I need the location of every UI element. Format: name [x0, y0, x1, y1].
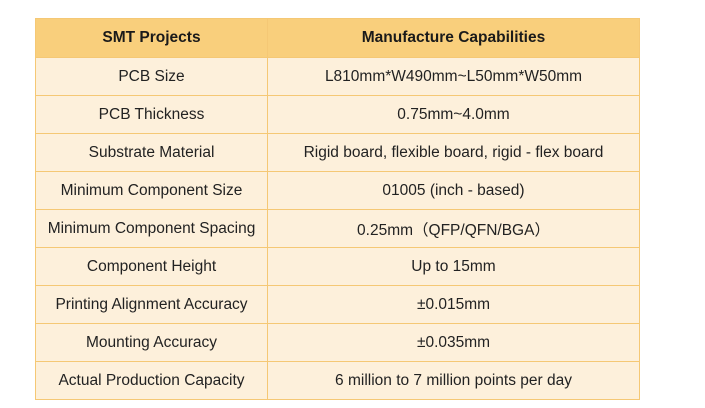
- row-label: PCB Size: [35, 57, 268, 96]
- header-smt-projects: SMT Projects: [35, 18, 268, 58]
- table-row: Printing Alignment Accuracy ±0.015mm: [35, 285, 640, 324]
- table-row: Actual Production Capacity 6 million to …: [35, 361, 640, 400]
- row-label: Printing Alignment Accuracy: [35, 285, 268, 324]
- row-value: 6 million to 7 million points per day: [267, 361, 640, 400]
- table-row: PCB Size L810mm*W490mm~L50mm*W50mm: [35, 57, 640, 96]
- row-value: L810mm*W490mm~L50mm*W50mm: [267, 57, 640, 96]
- row-label: Mounting Accuracy: [35, 323, 268, 362]
- row-label: PCB Thickness: [35, 95, 268, 134]
- row-label: Substrate Material: [35, 133, 268, 172]
- row-value: 01005 (inch - based): [267, 171, 640, 210]
- header-manufacture-capabilities: Manufacture Capabilities: [267, 18, 640, 58]
- table-row: Component Height Up to 15mm: [35, 247, 640, 286]
- row-value: 0.25mm（QFP/QFN/BGA）: [267, 209, 640, 248]
- row-value: ±0.035mm: [267, 323, 640, 362]
- table-row: PCB Thickness 0.75mm~4.0mm: [35, 95, 640, 134]
- row-label: Actual Production Capacity: [35, 361, 268, 400]
- row-value: ±0.015mm: [267, 285, 640, 324]
- table-row: Mounting Accuracy ±0.035mm: [35, 323, 640, 362]
- capabilities-table: SMT Projects Manufacture Capabilities PC…: [35, 18, 640, 400]
- row-value: Rigid board, flexible board, rigid - fle…: [267, 133, 640, 172]
- row-label: Minimum Component Spacing: [35, 209, 268, 248]
- table-row: Minimum Component Spacing 0.25mm（QFP/QFN…: [35, 209, 640, 248]
- row-label: Component Height: [35, 247, 268, 286]
- table-row: Substrate Material Rigid board, flexible…: [35, 133, 640, 172]
- row-label: Minimum Component Size: [35, 171, 268, 210]
- capabilities-table-container: SMT Projects Manufacture Capabilities PC…: [35, 18, 640, 400]
- table-header-row: SMT Projects Manufacture Capabilities: [35, 18, 640, 58]
- row-value: Up to 15mm: [267, 247, 640, 286]
- table-row: Minimum Component Size 01005 (inch - bas…: [35, 171, 640, 210]
- row-value: 0.75mm~4.0mm: [267, 95, 640, 134]
